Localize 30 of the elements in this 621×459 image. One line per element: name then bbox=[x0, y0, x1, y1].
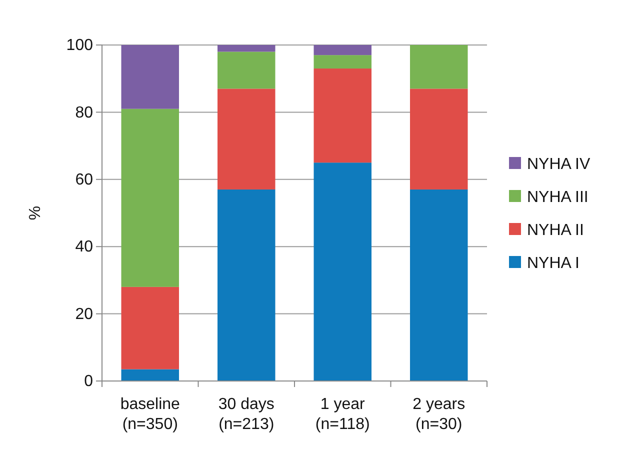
bar bbox=[314, 55, 372, 69]
bar bbox=[314, 162, 372, 381]
bar bbox=[218, 88, 276, 190]
legend-label: NYHA II bbox=[527, 222, 584, 239]
bar bbox=[314, 45, 372, 56]
y-tick-label: 80 bbox=[75, 104, 94, 122]
legend-label: NYHA I bbox=[527, 255, 580, 272]
bar bbox=[218, 52, 276, 89]
bar bbox=[218, 45, 276, 52]
bar bbox=[121, 286, 179, 370]
bar bbox=[121, 45, 179, 109]
y-tick-label: 0 bbox=[84, 373, 94, 390]
bar bbox=[218, 189, 276, 381]
legend-label: NYHA IV bbox=[527, 156, 590, 173]
x-tick-label: 1 year (n=118) bbox=[315, 396, 370, 433]
x-tick-label: 2 years (n=30) bbox=[412, 396, 466, 433]
bar bbox=[410, 88, 468, 190]
bar bbox=[121, 108, 179, 287]
bar bbox=[410, 45, 468, 89]
x-tick-label: 30 days (n=213) bbox=[218, 396, 274, 433]
y-tick-label: 40 bbox=[75, 238, 94, 256]
y-tick-label: 20 bbox=[75, 306, 94, 323]
y-tick-label: 60 bbox=[75, 172, 94, 189]
y-axis-title: % bbox=[27, 206, 44, 220]
bar bbox=[410, 189, 468, 381]
bar bbox=[314, 68, 372, 163]
bar bbox=[121, 369, 179, 381]
x-tick-label: baseline (n=350) bbox=[120, 396, 180, 433]
legend-label: NYHA III bbox=[527, 189, 588, 206]
y-tick-label: 100 bbox=[66, 37, 94, 54]
